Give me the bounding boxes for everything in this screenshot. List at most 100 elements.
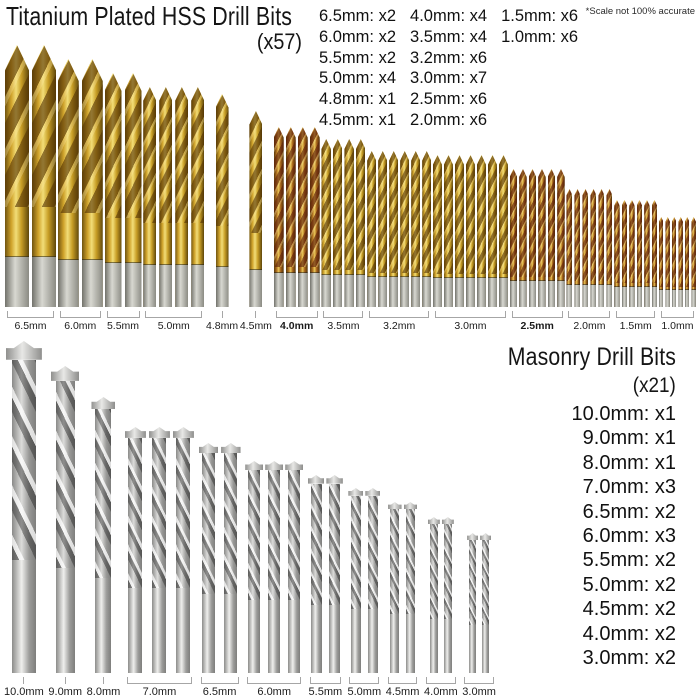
masonry-bit-body — [268, 470, 281, 673]
spiral-flute-pattern — [538, 169, 546, 277]
masonry-bits-row: 10.0mm 9.0mm 8.0mm 7.0mm 6.5mm 6.0mm 5.5mm 5.0m… — [4, 341, 496, 698]
size-bracket — [369, 311, 430, 318]
hss-drill-bit-image — [389, 151, 399, 307]
hss-drill-bit-image — [678, 217, 683, 307]
hss-group-3.0mm: 3.0mm — [432, 155, 508, 332]
bit-cluster — [432, 155, 508, 307]
spiral-flute-pattern — [432, 155, 442, 274]
spiral-flute-pattern — [443, 524, 452, 620]
masonry-drill-bit-image — [403, 502, 418, 673]
spiral-flute-pattern — [104, 73, 122, 219]
silver-shank-tip — [498, 278, 508, 307]
bit-cluster — [427, 517, 454, 673]
silver-shank-tip — [249, 269, 263, 307]
size-bracket — [387, 677, 418, 684]
quantity-entry: 9.0mm: x1 — [582, 427, 676, 450]
spiral-flute-pattern — [411, 151, 421, 273]
quantity-entry: 3.5mm: x4 — [410, 27, 488, 46]
spiral-flute-pattern — [566, 189, 573, 282]
spiral-flute-pattern — [310, 483, 322, 605]
size-bracket — [200, 677, 239, 684]
silver-shank-tip — [678, 289, 683, 307]
hss-drill-bit-image — [175, 87, 189, 307]
size-label: 5.5mm — [308, 686, 343, 698]
bit-cluster — [245, 461, 304, 673]
silver-shank-tip — [691, 289, 696, 307]
spiral-flute-pattern — [128, 437, 143, 589]
hss-quantity-column-3: 1.5mm: x6 1.0mm: x6 — [501, 6, 578, 131]
spiral-flute-pattern — [152, 437, 167, 589]
hss-drill-bit-image — [498, 155, 508, 307]
spiral-flute-pattern — [487, 155, 497, 274]
size-bracket — [59, 311, 101, 318]
carbide-tip-head — [467, 533, 479, 540]
spiral-flute-pattern — [671, 217, 677, 288]
hss-group-1.5mm: 1.5mm — [614, 200, 658, 332]
quantity-entry: 4.5mm: x1 — [319, 110, 397, 129]
spiral-flute-pattern — [614, 200, 620, 284]
silver-shank-tip — [191, 265, 205, 307]
carbide-tip-head — [265, 461, 284, 471]
hss-drill-bit-image — [574, 189, 581, 307]
carbide-tip-head — [403, 502, 418, 510]
spiral-flute-pattern — [159, 87, 173, 224]
size-bracket — [349, 677, 380, 684]
masonry-bit-body — [176, 437, 191, 673]
spiral-flute-pattern — [143, 87, 157, 224]
bit-cluster — [5, 45, 56, 307]
silver-shank-tip — [665, 289, 670, 307]
silver-shank-tip — [590, 284, 597, 307]
quantity-entry: 2.0mm: x6 — [410, 110, 488, 129]
masonry-drill-bit-image — [441, 517, 454, 673]
size-label: 6.5mm — [202, 686, 237, 698]
masonry-drill-bit-image — [172, 427, 194, 673]
hss-drill-bit-image — [422, 151, 432, 307]
spiral-flute-pattern — [32, 45, 56, 208]
silver-shank-tip — [519, 280, 527, 307]
size-label: 4.8mm — [206, 320, 239, 332]
spiral-flute-pattern — [309, 127, 320, 268]
spiral-flute-pattern — [400, 151, 410, 273]
hss-drill-bit-image — [691, 217, 696, 307]
masonry-bit-body — [443, 524, 452, 673]
hss-drill-bit-image — [355, 139, 366, 307]
spiral-flute-pattern — [5, 45, 29, 208]
carbide-tip-head — [148, 427, 170, 438]
hss-drill-bit-image — [557, 169, 565, 307]
silver-shank-tip — [557, 280, 565, 307]
size-bracket — [426, 677, 456, 684]
spiral-flute-pattern — [95, 409, 112, 579]
spiral-flute-pattern — [547, 169, 556, 277]
masonry-group-9.0mm: 9.0mm — [48, 366, 82, 698]
quantity-entry: 1.5mm: x6 — [501, 7, 579, 25]
spiral-flute-pattern — [665, 217, 670, 288]
masonry-drill-bit-image — [348, 488, 364, 673]
spiral-flute-pattern — [332, 139, 343, 271]
silver-shank-tip — [671, 289, 677, 307]
size-label: 3.5mm — [327, 320, 360, 332]
quantity-entry: 6.0mm: x3 — [582, 525, 676, 548]
masonry-drill-bit-image — [5, 341, 42, 673]
spiral-flute-pattern — [390, 509, 400, 614]
carbide-tip-head — [50, 366, 80, 381]
bit-cluster — [348, 488, 381, 673]
hss-group-6.5mm: 6.5mm — [5, 45, 56, 332]
hss-group-6.0mm: 6.0mm — [57, 59, 103, 332]
masonry-group-8.0mm: 8.0mm — [87, 397, 120, 698]
spiral-flute-pattern — [498, 155, 508, 274]
hss-drill-bit-image — [81, 59, 103, 307]
size-bracket — [434, 311, 506, 318]
quantity-entry: 8.0mm: x1 — [582, 451, 676, 474]
size-bracket — [568, 311, 611, 318]
size-label: 1.0mm — [661, 320, 694, 332]
silver-shank-tip — [629, 286, 635, 307]
size-bracket — [221, 311, 223, 318]
silver-shank-tip — [487, 278, 497, 307]
silver-shank-tip — [175, 265, 189, 307]
spiral-flute-pattern — [81, 59, 103, 213]
carbide-tip-head — [365, 488, 381, 496]
hss-drill-bit-image — [590, 189, 597, 307]
bit-cluster — [249, 111, 263, 307]
silver-shank-tip — [297, 272, 308, 307]
size-bracket — [247, 677, 302, 684]
